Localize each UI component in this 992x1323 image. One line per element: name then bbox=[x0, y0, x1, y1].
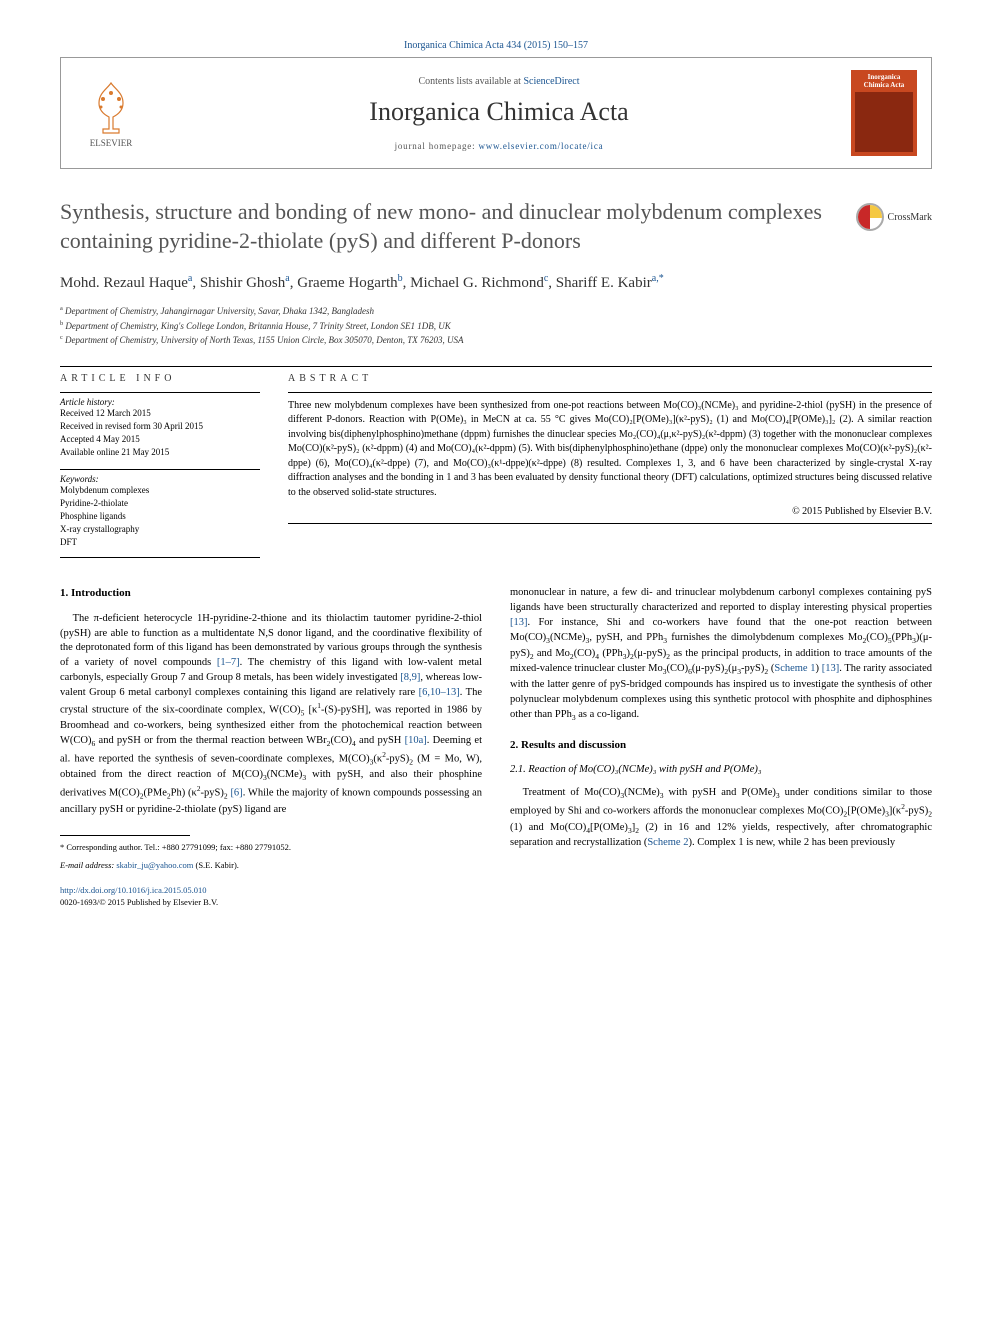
history-label: Article history: bbox=[60, 397, 260, 407]
cover-image bbox=[855, 92, 913, 152]
results-para-1: Treatment of Mo(CO)3(NCMe)3 with pySH an… bbox=[510, 786, 932, 851]
intro-heading: 1. Introduction bbox=[60, 586, 482, 602]
affiliations-block: a Department of Chemistry, Jahangirnagar… bbox=[60, 304, 932, 348]
intro-para-2: mononuclear in nature, a few di- and tri… bbox=[510, 586, 932, 724]
cover-title: Inorganica Chimica Acta bbox=[855, 74, 913, 89]
doi-link[interactable]: http://dx.doi.org/10.1016/j.ica.2015.05.… bbox=[60, 885, 482, 897]
elsevier-logo[interactable]: ELSEVIER bbox=[75, 73, 147, 153]
affiliation-b: b Department of Chemistry, King's Colleg… bbox=[60, 319, 932, 334]
email-prefix: E-mail address: bbox=[60, 860, 116, 870]
history-revised: Received in revised form 30 April 2015 bbox=[60, 420, 260, 433]
contents-prefix: Contents lists available at bbox=[418, 76, 523, 87]
sciencedirect-link[interactable]: ScienceDirect bbox=[523, 76, 579, 87]
history-received: Received 12 March 2015 bbox=[60, 407, 260, 420]
corresponding-author-tel: * Corresponding author. Tel.: +880 27791… bbox=[60, 841, 482, 853]
short-rule-1 bbox=[60, 392, 260, 393]
subsection-21-heading: 2.1. Reaction of Mo(CO)₃(NCMe)₃ with pyS… bbox=[510, 763, 932, 778]
keyword-1: Molybdenum complexes bbox=[60, 484, 260, 497]
journal-header-box: ELSEVIER Contents lists available at Sci… bbox=[60, 57, 932, 169]
keyword-2: Pyridine-2-thiolate bbox=[60, 497, 260, 510]
article-title: Synthesis, structure and bonding of new … bbox=[60, 197, 838, 255]
intro-para-1: The π-deficient heterocycle 1H-pyridine-… bbox=[60, 612, 482, 818]
short-rule-3 bbox=[60, 557, 260, 558]
elsevier-label: ELSEVIER bbox=[90, 138, 133, 148]
abstract-label: ABSTRACT bbox=[288, 373, 932, 384]
issn-copyright-line: 0020-1693/© 2015 Published by Elsevier B… bbox=[60, 897, 482, 909]
footer-rule bbox=[60, 835, 190, 836]
keyword-5: DFT bbox=[60, 536, 260, 549]
elsevier-tree-icon bbox=[87, 79, 135, 135]
citation-line: Inorganica Chimica Acta 434 (2015) 150–1… bbox=[60, 40, 932, 51]
contents-available-line: Contents lists available at ScienceDirec… bbox=[159, 76, 839, 87]
journal-cover-thumbnail[interactable]: Inorganica Chimica Acta bbox=[851, 70, 917, 156]
rule-top bbox=[60, 366, 932, 367]
keywords-label: Keywords: bbox=[60, 474, 260, 484]
journal-homepage-line: journal homepage: www.elsevier.com/locat… bbox=[159, 141, 839, 151]
journal-name: Inorganica Chimica Acta bbox=[159, 97, 839, 127]
history-accepted: Accepted 4 May 2015 bbox=[60, 433, 260, 446]
rule-abstract-bottom bbox=[288, 523, 932, 524]
history-online: Available online 21 May 2015 bbox=[60, 446, 260, 459]
email-suffix: (S.E. Kabir). bbox=[193, 860, 239, 870]
right-column: mononuclear in nature, a few di- and tri… bbox=[510, 586, 932, 909]
affiliation-c: c Department of Chemistry, University of… bbox=[60, 333, 932, 348]
corr-email-link[interactable]: skabir_ju@yahoo.com bbox=[116, 860, 193, 870]
crossmark-icon bbox=[856, 203, 884, 231]
article-info-label: ARTICLE INFO bbox=[60, 373, 260, 384]
abstract-copyright: © 2015 Published by Elsevier B.V. bbox=[288, 506, 932, 517]
keyword-3: Phosphine ligands bbox=[60, 510, 260, 523]
authors-line: Mohd. Rezaul Haquea, Shishir Ghosha, Gra… bbox=[60, 273, 932, 292]
results-heading: 2. Results and discussion bbox=[510, 738, 932, 754]
abstract-text: Three new molybdenum complexes have been… bbox=[288, 399, 932, 501]
homepage-prefix: journal homepage: bbox=[395, 141, 479, 151]
left-column: 1. Introduction The π-deficient heterocy… bbox=[60, 586, 482, 909]
corresponding-author-email-line: E-mail address: skabir_ju@yahoo.com (S.E… bbox=[60, 859, 482, 871]
short-rule-2 bbox=[60, 469, 260, 470]
keyword-4: X-ray crystallography bbox=[60, 523, 260, 536]
crossmark-badge[interactable]: CrossMark bbox=[856, 203, 932, 231]
crossmark-label: CrossMark bbox=[888, 212, 932, 223]
rule-abstract-top bbox=[288, 392, 932, 393]
homepage-url-link[interactable]: www.elsevier.com/locate/ica bbox=[478, 141, 603, 151]
affiliation-a: a Department of Chemistry, Jahangirnagar… bbox=[60, 304, 932, 319]
